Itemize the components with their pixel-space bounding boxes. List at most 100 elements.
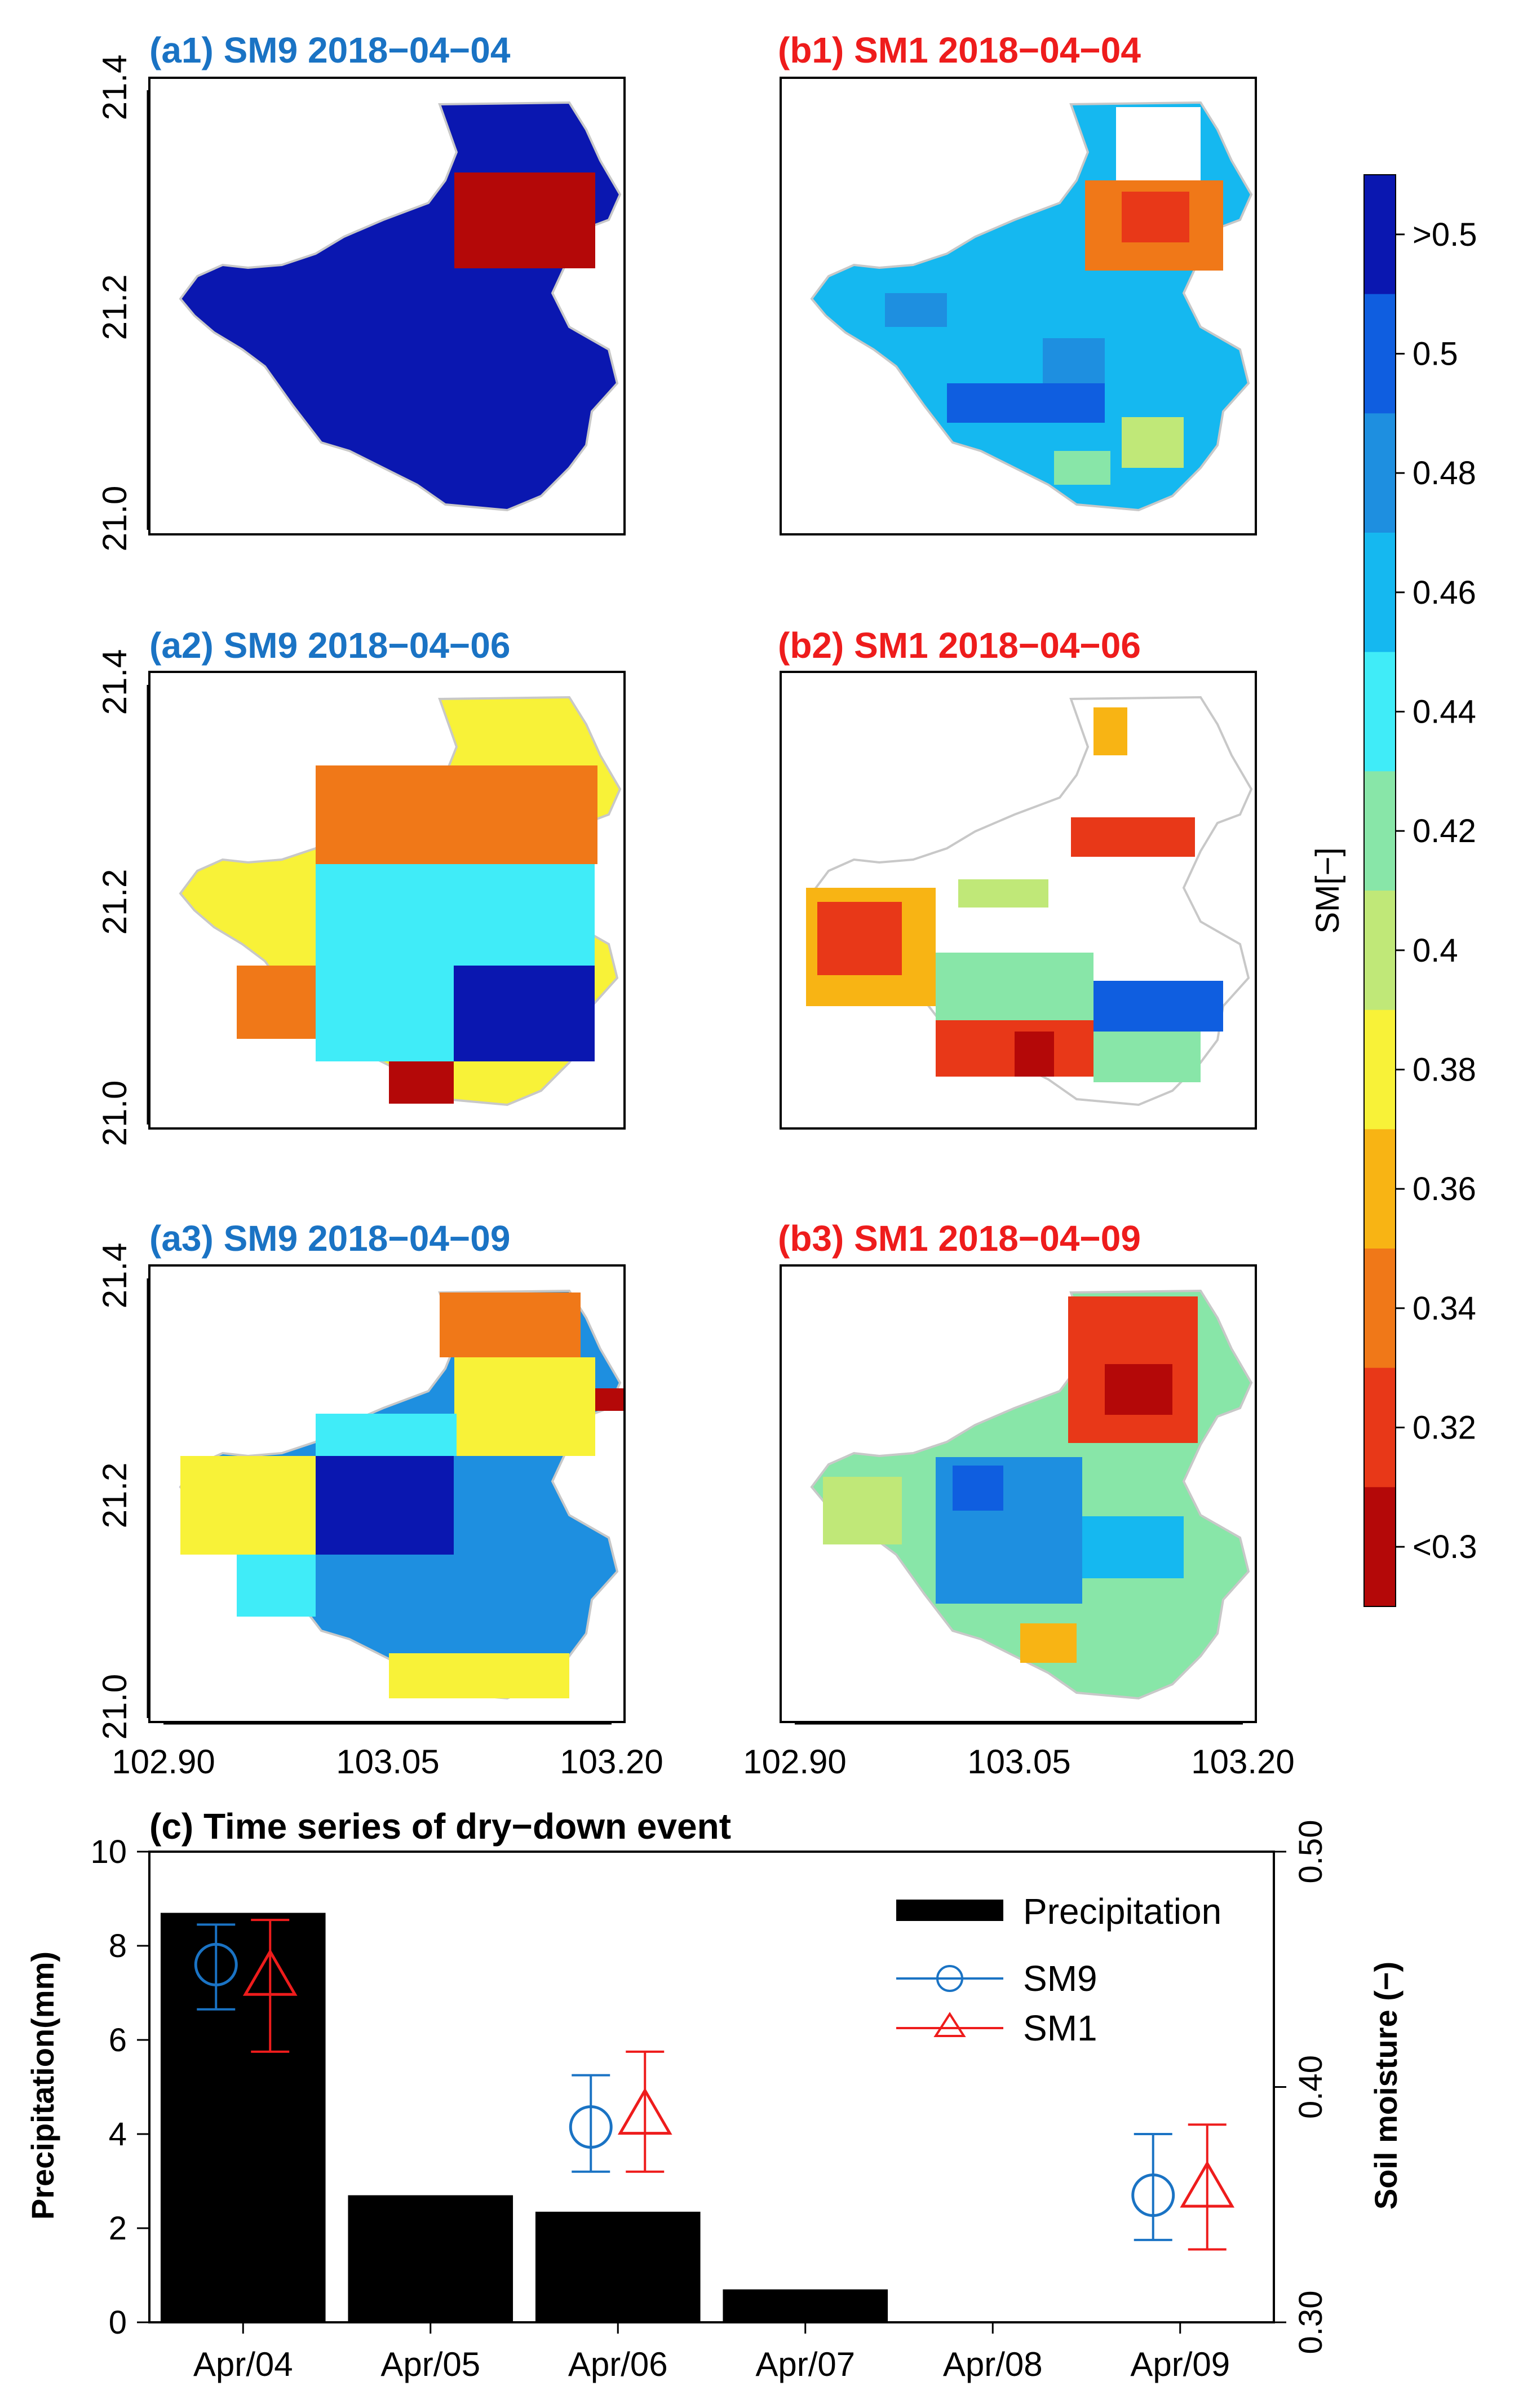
colorbar-cell <box>1364 891 1396 1011</box>
region-green <box>958 879 1048 908</box>
panel-title: (a2) SM9 2018−04−06 <box>149 625 510 666</box>
colorbar-cell <box>1364 533 1396 653</box>
y-tick-label: 2 <box>109 2210 127 2247</box>
colorbar-cell <box>1364 1010 1396 1130</box>
region-darkred <box>389 1061 454 1104</box>
colorbar-label: SM[−] <box>1309 847 1346 933</box>
region-yellow <box>454 1357 595 1456</box>
marker <box>1131 2174 1175 2217</box>
region-darkred <box>1105 1364 1172 1415</box>
colorbar-cell <box>1364 1487 1396 1607</box>
colorbar: >0.5 0.5 0.48 0.46 0.44 0.42 0.4 0.38 0.36 0.34 0.… <box>1309 174 1477 1607</box>
panel-a2: (a2) SM9 2018−04−06 <box>148 625 626 1130</box>
y2-tick-label: 0.50 <box>1292 1820 1329 1884</box>
lon-tick-label: 103.20 <box>1191 1743 1295 1781</box>
lon-tick-label: 102.90 <box>743 1743 847 1781</box>
lat-axis-row2: 21.4 21.2 21.0 <box>96 649 149 1147</box>
markers <box>194 1919 1235 2251</box>
legend-label: Precipitation <box>1023 1891 1221 1932</box>
colorbar-tick-label: 0.38 <box>1413 1052 1476 1088</box>
legend: Precipitation SM9 SM1 <box>896 1891 1221 2048</box>
sm9-point-Apr/04 <box>194 1923 238 2011</box>
region-orange <box>1020 1623 1077 1663</box>
colorbar-cell <box>1364 1249 1396 1369</box>
colorbar-cell <box>1364 652 1396 772</box>
panel-title: (b1) SM1 2018−04−04 <box>778 30 1141 70</box>
legend-label: SM9 <box>1023 1958 1097 1999</box>
region-blue <box>1043 338 1105 383</box>
x-tick-label: Apr/06 <box>568 2345 668 2383</box>
colorbar-tick-label: 0.32 <box>1413 1410 1476 1446</box>
x-tick-label: Apr/05 <box>380 2345 480 2383</box>
lat-axis-row3: 21.4 21.2 21.0 <box>96 1243 149 1739</box>
lon-tick-label: 103.20 <box>560 1743 663 1781</box>
lat-tick-label: 21.2 <box>96 869 134 935</box>
chart-title: (c) Time series of dry−down event <box>149 1806 731 1847</box>
lon-axis-left: 102.90 103.05 103.20 <box>112 1723 663 1781</box>
lat-tick-label: 21.0 <box>96 1081 134 1147</box>
colorbar-tick-label: 0.5 <box>1413 336 1458 373</box>
bar-Apr/06 <box>535 2211 701 2322</box>
bar-Apr/04 <box>160 1913 326 2322</box>
marker <box>194 1942 238 1986</box>
right-axis: 0.30 0.40 0.50 <box>1274 1820 1329 2354</box>
colorbar-tick-label: >0.5 <box>1413 216 1477 253</box>
colorbar-tick-label: 0.36 <box>1413 1171 1476 1207</box>
region-darkblue <box>454 966 595 1061</box>
x-tick-label: Apr/07 <box>755 2345 855 2383</box>
region-darkred <box>1015 1032 1054 1077</box>
colorbar-cell <box>1364 771 1396 891</box>
panel-title: (b2) SM1 2018−04−06 <box>778 625 1141 666</box>
lat-axis-row1: 21.4 21.2 21.0 <box>96 55 149 551</box>
y-tick-label: 6 <box>109 2022 127 2059</box>
region-white <box>1116 107 1201 180</box>
lat-tick-label: 21.4 <box>96 1243 134 1309</box>
sm1-point-Apr/06 <box>617 2050 672 2173</box>
region-red <box>817 902 902 975</box>
colorbar-cell <box>1364 1367 1396 1488</box>
x-labels: Apr/04 Apr/05 Apr/06 Apr/07 Apr/08 Apr/09 <box>193 2322 1230 2383</box>
x-tick-label: Apr/09 <box>1130 2345 1230 2383</box>
map-axes: 21.4 21.2 21.0 21.4 21.2 21.0 21.4 21.2 … <box>96 55 1295 1781</box>
colorbar-tick-label: 0.42 <box>1413 813 1476 849</box>
marker <box>242 1949 298 1996</box>
panel-title: (a1) SM9 2018−04−04 <box>149 30 511 70</box>
lat-tick-label: 21.4 <box>96 55 134 121</box>
y-tick-label: 8 <box>109 1928 127 1964</box>
x-tick-label: Apr/08 <box>943 2345 1043 2383</box>
lat-tick-label: 21.2 <box>96 1463 134 1529</box>
region-blue <box>947 383 1105 423</box>
panel-a3: (a3) SM9 2018−04−09 <box>148 1218 626 1723</box>
region-cyan <box>237 1555 316 1617</box>
region-red <box>1071 817 1195 857</box>
panel-title: (a3) SM9 2018−04−09 <box>149 1218 510 1259</box>
y2-axis-label: Soil moisture (−) <box>1368 1962 1404 2210</box>
x-tick-label: Apr/04 <box>193 2345 293 2383</box>
lon-tick-label: 102.90 <box>112 1743 215 1781</box>
region-low-block <box>454 172 595 268</box>
region-red <box>1122 192 1189 242</box>
panel-b3: (b3) SM1 2018−04−09 <box>778 1218 1257 1723</box>
region-green <box>1093 1032 1201 1082</box>
region-green <box>936 953 1093 1020</box>
lon-tick-label: 103.05 <box>967 1743 1071 1781</box>
sm1-point-Apr/04 <box>242 1919 298 2053</box>
colorbar-labels: >0.5 0.5 0.48 0.46 0.44 0.42 0.4 0.38 0.36 0.34 0.… <box>1396 216 1477 1565</box>
y-tick-label: 10 <box>90 1834 127 1870</box>
lat-tick-label: 21.4 <box>96 649 134 715</box>
lon-tick-label: 103.05 <box>336 1743 440 1781</box>
region-green <box>1054 451 1110 485</box>
region-cyan <box>316 1414 457 1456</box>
region-darkblue <box>953 1466 1003 1511</box>
region-yellow <box>180 1456 316 1555</box>
region-orange <box>316 765 597 864</box>
y-tick-label: 0 <box>109 2304 127 2341</box>
region-darkblue <box>316 1456 454 1555</box>
legend-swatch-sm1 <box>896 2012 1003 2037</box>
marker <box>569 2105 613 2149</box>
y2-tick-label: 0.40 <box>1292 2055 1329 2119</box>
region-blue <box>1093 981 1223 1032</box>
colorbar-tick-label: 0.46 <box>1413 574 1476 611</box>
region-orange <box>440 1292 581 1357</box>
y-axis-label: Precipitation(mm) <box>25 1951 60 2220</box>
